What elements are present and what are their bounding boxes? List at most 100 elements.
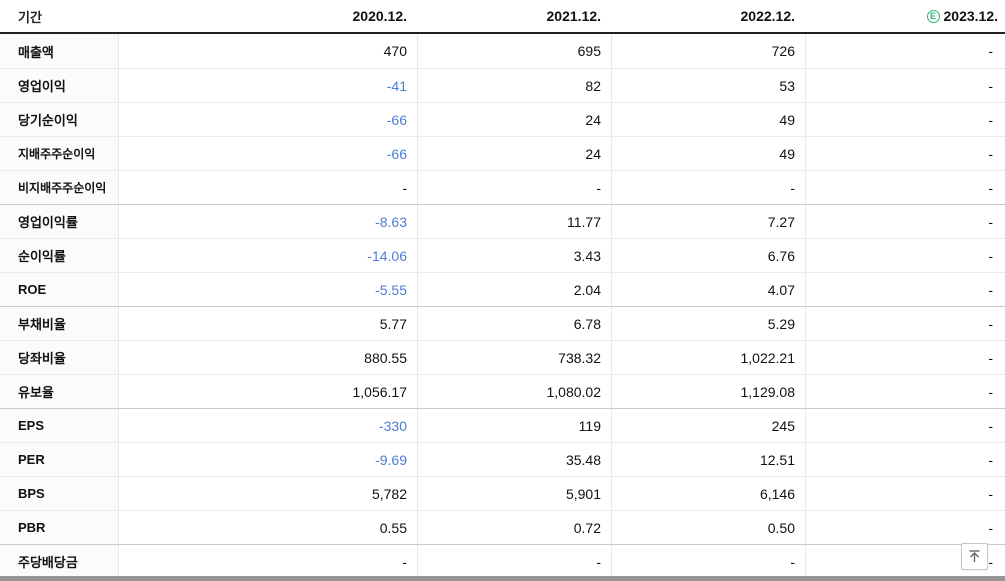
cell-value: -9.69 bbox=[118, 443, 417, 476]
cell-value: 5,901 bbox=[417, 477, 611, 510]
cell-value: 6,146 bbox=[611, 477, 805, 510]
table-row: 유보율 1,056.17 1,080.02 1,129.08- bbox=[0, 374, 1005, 408]
cell-value: 2.04 bbox=[417, 273, 611, 306]
year-column-label: 2023.12. bbox=[943, 8, 999, 24]
year-column-label: 2021.12. bbox=[546, 8, 602, 24]
row-label: PER bbox=[0, 443, 118, 476]
table-body: 매출액 470 695 726- 영업이익 -41 82 53- 당기순이익 -66 24 49- 지배… bbox=[0, 34, 1005, 578]
scroll-to-top-button[interactable] bbox=[961, 543, 988, 570]
cell-value: - bbox=[805, 34, 1005, 68]
cell-value: - bbox=[417, 545, 611, 578]
cell-value: -5.55 bbox=[118, 273, 417, 306]
cell-value: 695 bbox=[417, 34, 611, 68]
cell-value: 5.29 bbox=[611, 307, 805, 340]
cell-value: - bbox=[118, 545, 417, 578]
cell-value: 5,782 bbox=[118, 477, 417, 510]
table-row: PER -9.69 35.48 12.51- bbox=[0, 442, 1005, 476]
cell-value: - bbox=[805, 443, 1005, 476]
cell-value: - bbox=[805, 137, 1005, 170]
cell-value: -66 bbox=[118, 103, 417, 136]
row-label: ROE bbox=[0, 273, 118, 306]
table-row: EPS -330 119 245- bbox=[0, 408, 1005, 442]
cell-value: - bbox=[611, 171, 805, 204]
table-bottom-border bbox=[0, 576, 1005, 581]
row-label: EPS bbox=[0, 409, 118, 442]
cell-value: - bbox=[805, 307, 1005, 340]
table-row: PBR 0.55 0.72 0.50- bbox=[0, 510, 1005, 544]
cell-value: - bbox=[805, 171, 1005, 204]
table-header-row: 기간 2020.12. 2021.12. 2022.12. E 2023.12. bbox=[0, 0, 1005, 34]
cell-value: 4.07 bbox=[611, 273, 805, 306]
period-header: 기간 bbox=[18, 9, 42, 25]
table-row: 매출액 470 695 726- bbox=[0, 34, 1005, 68]
cell-value: 1,080.02 bbox=[417, 375, 611, 408]
row-label: 순이익률 bbox=[0, 239, 118, 272]
cell-value: 880.55 bbox=[118, 341, 417, 374]
estimate-badge-icon: E bbox=[926, 9, 940, 23]
cell-value: 3.43 bbox=[417, 239, 611, 272]
table-row: ROE -5.55 2.04 4.07- bbox=[0, 272, 1005, 306]
row-label: 유보율 bbox=[0, 375, 118, 408]
cell-value: - bbox=[805, 375, 1005, 408]
cell-value: 24 bbox=[417, 137, 611, 170]
cell-value: 1,056.17 bbox=[118, 375, 417, 408]
cell-value: 82 bbox=[417, 69, 611, 102]
cell-value: -330 bbox=[118, 409, 417, 442]
year-column-header: 2020.12. bbox=[118, 0, 417, 32]
arrow-up-to-top-icon bbox=[967, 549, 982, 564]
row-label: PBR bbox=[0, 511, 118, 544]
cell-value: 6.78 bbox=[417, 307, 611, 340]
table-row: 영업이익률 -8.63 11.77 7.27- bbox=[0, 204, 1005, 238]
cell-value: - bbox=[417, 171, 611, 204]
table-row: 당기순이익 -66 24 49- bbox=[0, 102, 1005, 136]
cell-value: 0.50 bbox=[611, 511, 805, 544]
cell-value: 7.27 bbox=[611, 205, 805, 238]
row-label: 영업이익 bbox=[0, 69, 118, 102]
cell-value: - bbox=[611, 545, 805, 578]
row-label: 지배주주순이익 bbox=[0, 137, 118, 170]
row-label: 당좌비율 bbox=[0, 341, 118, 374]
cell-value: 738.32 bbox=[417, 341, 611, 374]
cell-value: 0.72 bbox=[417, 511, 611, 544]
table-row: 부채비율 5.77 6.78 5.29- bbox=[0, 306, 1005, 340]
cell-value: - bbox=[805, 69, 1005, 102]
cell-value: - bbox=[805, 273, 1005, 306]
table-row: 비지배주주순이익 - - - - bbox=[0, 170, 1005, 204]
year-column-header: 2022.12. bbox=[611, 0, 805, 32]
row-label: 영업이익률 bbox=[0, 205, 118, 238]
cell-value: - bbox=[805, 477, 1005, 510]
cell-value: -41 bbox=[118, 69, 417, 102]
cell-value: 35.48 bbox=[417, 443, 611, 476]
cell-value: -8.63 bbox=[118, 205, 417, 238]
cell-value: -66 bbox=[118, 137, 417, 170]
cell-value: 11.77 bbox=[417, 205, 611, 238]
row-label: 부채비율 bbox=[0, 307, 118, 340]
cell-value: 24 bbox=[417, 103, 611, 136]
cell-value: - bbox=[118, 171, 417, 204]
year-column-header: E 2023.12. bbox=[805, 0, 1005, 32]
year-column-label: 2022.12. bbox=[740, 8, 796, 24]
table-row: 순이익률 -14.06 3.43 6.76- bbox=[0, 238, 1005, 272]
cell-value: - bbox=[805, 545, 1005, 578]
cell-value: -14.06 bbox=[118, 239, 417, 272]
row-label: 비지배주주순이익 bbox=[0, 171, 118, 204]
cell-value: - bbox=[805, 341, 1005, 374]
table-row: 주당배당금 - - - - bbox=[0, 544, 1005, 578]
cell-value: 245 bbox=[611, 409, 805, 442]
row-label: 주당배당금 bbox=[0, 545, 118, 578]
cell-value: 53 bbox=[611, 69, 805, 102]
cell-value: 12.51 bbox=[611, 443, 805, 476]
row-label: 당기순이익 bbox=[0, 103, 118, 136]
cell-value: 726 bbox=[611, 34, 805, 68]
cell-value: 1,129.08 bbox=[611, 375, 805, 408]
table-row: 지배주주순이익 -66 24 49- bbox=[0, 136, 1005, 170]
cell-value: - bbox=[805, 239, 1005, 272]
row-label: BPS bbox=[0, 477, 118, 510]
cell-value: 6.76 bbox=[611, 239, 805, 272]
cell-value: 470 bbox=[118, 34, 417, 68]
cell-value: 0.55 bbox=[118, 511, 417, 544]
cell-value: 49 bbox=[611, 137, 805, 170]
cell-value: - bbox=[805, 409, 1005, 442]
cell-value: - bbox=[805, 103, 1005, 136]
